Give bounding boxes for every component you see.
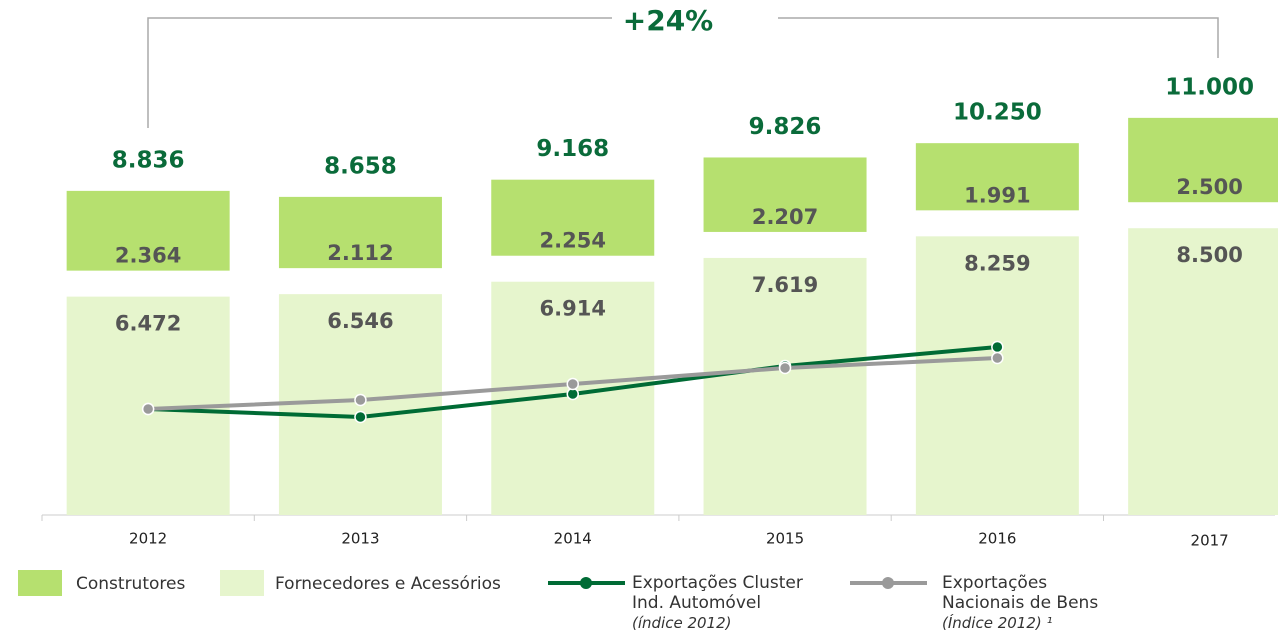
line-point	[566, 377, 579, 391]
legend-label: Construtores	[76, 574, 376, 594]
value-label: 2.112	[327, 241, 393, 265]
bar-segment	[915, 143, 1079, 211]
total-label: 9.168	[536, 136, 609, 162]
bracket	[147, 17, 1219, 128]
bar-segment	[703, 157, 867, 232]
line-point	[991, 351, 1004, 365]
value-label: 2.207	[752, 205, 818, 229]
line-point	[141, 402, 155, 416]
value-label: 6.546	[327, 309, 393, 333]
x-tick-label: 2016	[978, 530, 1016, 548]
legend-name: Exportações Cluster Ind. Automóvel	[632, 573, 803, 613]
legend-label: Exportações Cluster Ind. Automóvel (índic…	[632, 573, 822, 633]
total-label: 10.250	[953, 100, 1042, 126]
x-tick-label: 2012	[129, 530, 167, 548]
total-label: 11.000	[1165, 74, 1254, 100]
value-label: 2.364	[115, 244, 181, 268]
legend-label: Fornecedores e Acessórios	[275, 574, 575, 594]
legend-line	[548, 577, 625, 589]
legend-line	[850, 577, 927, 589]
total-label: 9.826	[749, 114, 822, 140]
legend-label: Exportações Nacionais de Bens (Índice 201…	[942, 573, 1132, 633]
value-label: 2.500	[1176, 175, 1242, 199]
line-point	[991, 340, 1004, 354]
bar-segment	[491, 179, 655, 256]
line-point	[354, 393, 367, 407]
x-tick-label: 2013	[341, 530, 379, 548]
bar-segment	[703, 257, 867, 515]
legend-note: (índice 2012)	[632, 614, 732, 632]
legend-swatch	[18, 570, 62, 596]
legend-name: Fornecedores e Acessórios	[275, 574, 501, 594]
total-label: 8.658	[324, 153, 397, 179]
bar-segment	[278, 196, 442, 269]
legend-name: Construtores	[76, 574, 186, 594]
value-label: 7.619	[752, 273, 818, 297]
x-tick-label: 2015	[766, 530, 804, 548]
bar-segment	[915, 236, 1079, 515]
line-point	[778, 361, 792, 375]
line-point	[354, 410, 367, 424]
legend-note: (Índice 2012) ¹	[942, 614, 1053, 632]
value-label: 6.472	[115, 312, 181, 336]
x-tick-label: 2017	[1191, 532, 1229, 550]
growth-annotation: +24%	[623, 4, 713, 37]
legend-swatch	[220, 570, 264, 596]
value-label: 1.991	[964, 183, 1030, 207]
value-label: 6.914	[540, 297, 606, 321]
bar-segment	[1128, 228, 1278, 516]
x-tick-label: 2014	[554, 530, 592, 548]
value-label: 8.500	[1176, 243, 1242, 267]
value-label: 2.254	[540, 229, 606, 253]
value-label: 8.259	[964, 251, 1030, 275]
total-label: 8.836	[112, 147, 185, 173]
bar-segment	[66, 190, 230, 271]
bar-segment	[1128, 117, 1278, 203]
legend-name: Exportações Nacionais de Bens	[942, 573, 1099, 613]
